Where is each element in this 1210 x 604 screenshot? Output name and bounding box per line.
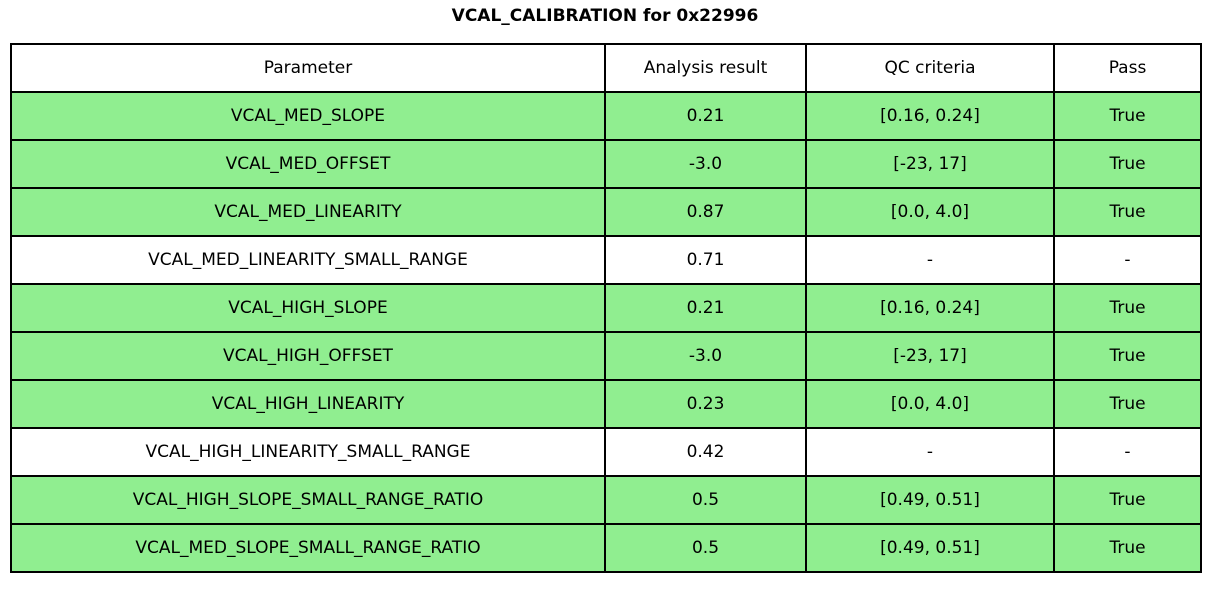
cell-parameter: VCAL_MED_SLOPE_SMALL_RANGE_RATIO [10,523,606,573]
table-row: VCAL_HIGH_OFFSET -3.0 [-23, 17] True [10,331,1202,381]
cell-pass: True [1053,523,1202,573]
cell-parameter: VCAL_MED_LINEARITY [10,187,606,237]
table-row: VCAL_HIGH_LINEARITY_SMALL_RANGE 0.42- - [10,427,1202,477]
table-row: VCAL_MED_SLOPE 0.21 [0.16, 0.24] True [10,91,1202,141]
cell-qc-criteria: - [805,235,1055,285]
cell-pass: - [1053,427,1202,477]
cell-qc-criteria: [0.16, 0.24] [805,91,1055,141]
cell-parameter: VCAL_HIGH_LINEARITY [10,379,606,429]
table-row: VCAL_MED_LINEARITY_SMALL_RANGE 0.71- - [10,235,1202,285]
cell-analysis-result: 0.23 [604,379,807,429]
cell-pass: True [1053,331,1202,381]
cell-analysis-result: 0.21 [604,91,807,141]
cell-qc-criteria: [0.49, 0.51] [805,523,1055,573]
cell-analysis-result: -3.0 [604,139,807,189]
table-row: VCAL_MED_SLOPE_SMALL_RANGE_RATIO 0.5 [0.49… [10,523,1202,573]
table-row: VCAL_MED_LINEARITY 0.87 [0.0, 4.0] True [10,187,1202,237]
table-row: VCAL_HIGH_LINEARITY 0.23 [0.0, 4.0] True [10,379,1202,429]
cell-qc-criteria: [0.49, 0.51] [805,475,1055,525]
table-row: VCAL_MED_OFFSET -3.0 [-23, 17] True [10,139,1202,189]
table-row: VCAL_HIGH_SLOPE 0.21 [0.16, 0.24] True [10,283,1202,333]
cell-analysis-result: 0.42 [604,427,807,477]
cell-parameter: VCAL_HIGH_SLOPE_SMALL_RANGE_RATIO [10,475,606,525]
cell-analysis-result: -3.0 [604,331,807,381]
cell-parameter: VCAL_MED_LINEARITY_SMALL_RANGE [10,235,606,285]
cell-qc-criteria: [0.0, 4.0] [805,187,1055,237]
cell-analysis-result: 0.5 [604,475,807,525]
page-title: VCAL_CALIBRATION for 0x22996 [451,6,759,26]
column-header-parameter: Parameter [10,43,606,93]
cell-qc-criteria: [-23, 17] [805,139,1055,189]
cell-parameter: VCAL_HIGH_OFFSET [10,331,606,381]
column-header-pass: Pass [1053,43,1202,93]
cell-analysis-result: 0.5 [604,523,807,573]
cell-analysis-result: 0.21 [604,283,807,333]
table-header-row: Parameter Analysis result QC criteria Pa… [10,43,1202,93]
cell-pass: True [1053,187,1202,237]
cell-qc-criteria: [-23, 17] [805,331,1055,381]
cell-pass: True [1053,379,1202,429]
column-header-analysis-result: Analysis result [604,43,807,93]
cell-qc-criteria: [0.16, 0.24] [805,283,1055,333]
cell-pass: - [1053,235,1202,285]
table-body: VCAL_MED_SLOPE 0.21 [0.16, 0.24] True VCAL_M… [10,91,1202,573]
cell-analysis-result: 0.71 [604,235,807,285]
table-row: VCAL_HIGH_SLOPE_SMALL_RANGE_RATIO 0.5 [0.4… [10,475,1202,525]
cell-qc-criteria: - [805,427,1055,477]
cell-analysis-result: 0.87 [604,187,807,237]
cell-pass: True [1053,475,1202,525]
cell-parameter: VCAL_HIGH_SLOPE [10,283,606,333]
cell-pass: True [1053,91,1202,141]
cell-qc-criteria: [0.0, 4.0] [805,379,1055,429]
column-header-qc-criteria: QC criteria [805,43,1055,93]
cell-pass: True [1053,283,1202,333]
cell-parameter: VCAL_MED_OFFSET [10,139,606,189]
cell-parameter: VCAL_MED_SLOPE [10,91,606,141]
cell-parameter: VCAL_HIGH_LINEARITY_SMALL_RANGE [10,427,606,477]
cell-pass: True [1053,139,1202,189]
qc-results-table: Parameter Analysis result QC criteria Pa… [10,43,1202,573]
